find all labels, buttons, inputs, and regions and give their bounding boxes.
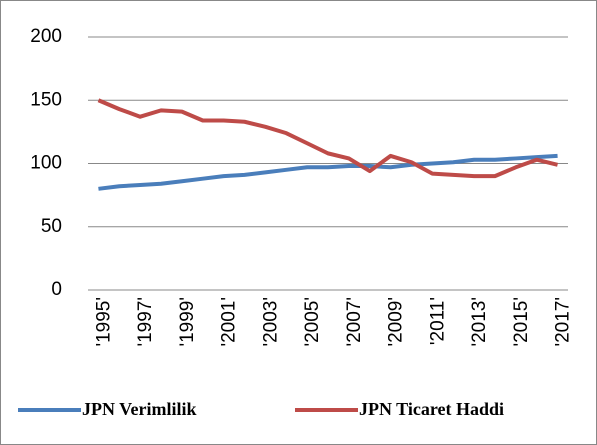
x-tick-label: '2015' bbox=[511, 297, 532, 347]
x-tick-label: '2017' bbox=[553, 297, 574, 347]
series-line bbox=[97, 98, 559, 179]
x-tick-label: '1997' bbox=[135, 297, 156, 347]
x-tick-label: '2013' bbox=[469, 297, 490, 347]
x-tick-label: '2003' bbox=[260, 297, 281, 347]
legend-label: JPN Verimlilik bbox=[82, 399, 197, 419]
y-tick-label: 100 bbox=[30, 153, 62, 174]
x-tick-label: '1999' bbox=[177, 297, 198, 347]
x-tick-label: '2001' bbox=[219, 297, 240, 347]
x-tick-label: '2005' bbox=[302, 297, 323, 347]
y-tick-label: 50 bbox=[41, 216, 62, 237]
legend-label: JPN Ticaret Haddi bbox=[359, 399, 504, 419]
x-tick-label: '2011' bbox=[427, 297, 448, 345]
series-line bbox=[98, 153, 558, 191]
y-tick-label: 0 bbox=[51, 279, 62, 300]
x-tick-label: '1995' bbox=[93, 297, 114, 347]
y-tick-label: 200 bbox=[30, 26, 62, 47]
y-tick-label: 150 bbox=[30, 89, 62, 110]
x-tick-label: '2009' bbox=[386, 297, 407, 347]
x-tick-label: '2007' bbox=[344, 297, 365, 347]
